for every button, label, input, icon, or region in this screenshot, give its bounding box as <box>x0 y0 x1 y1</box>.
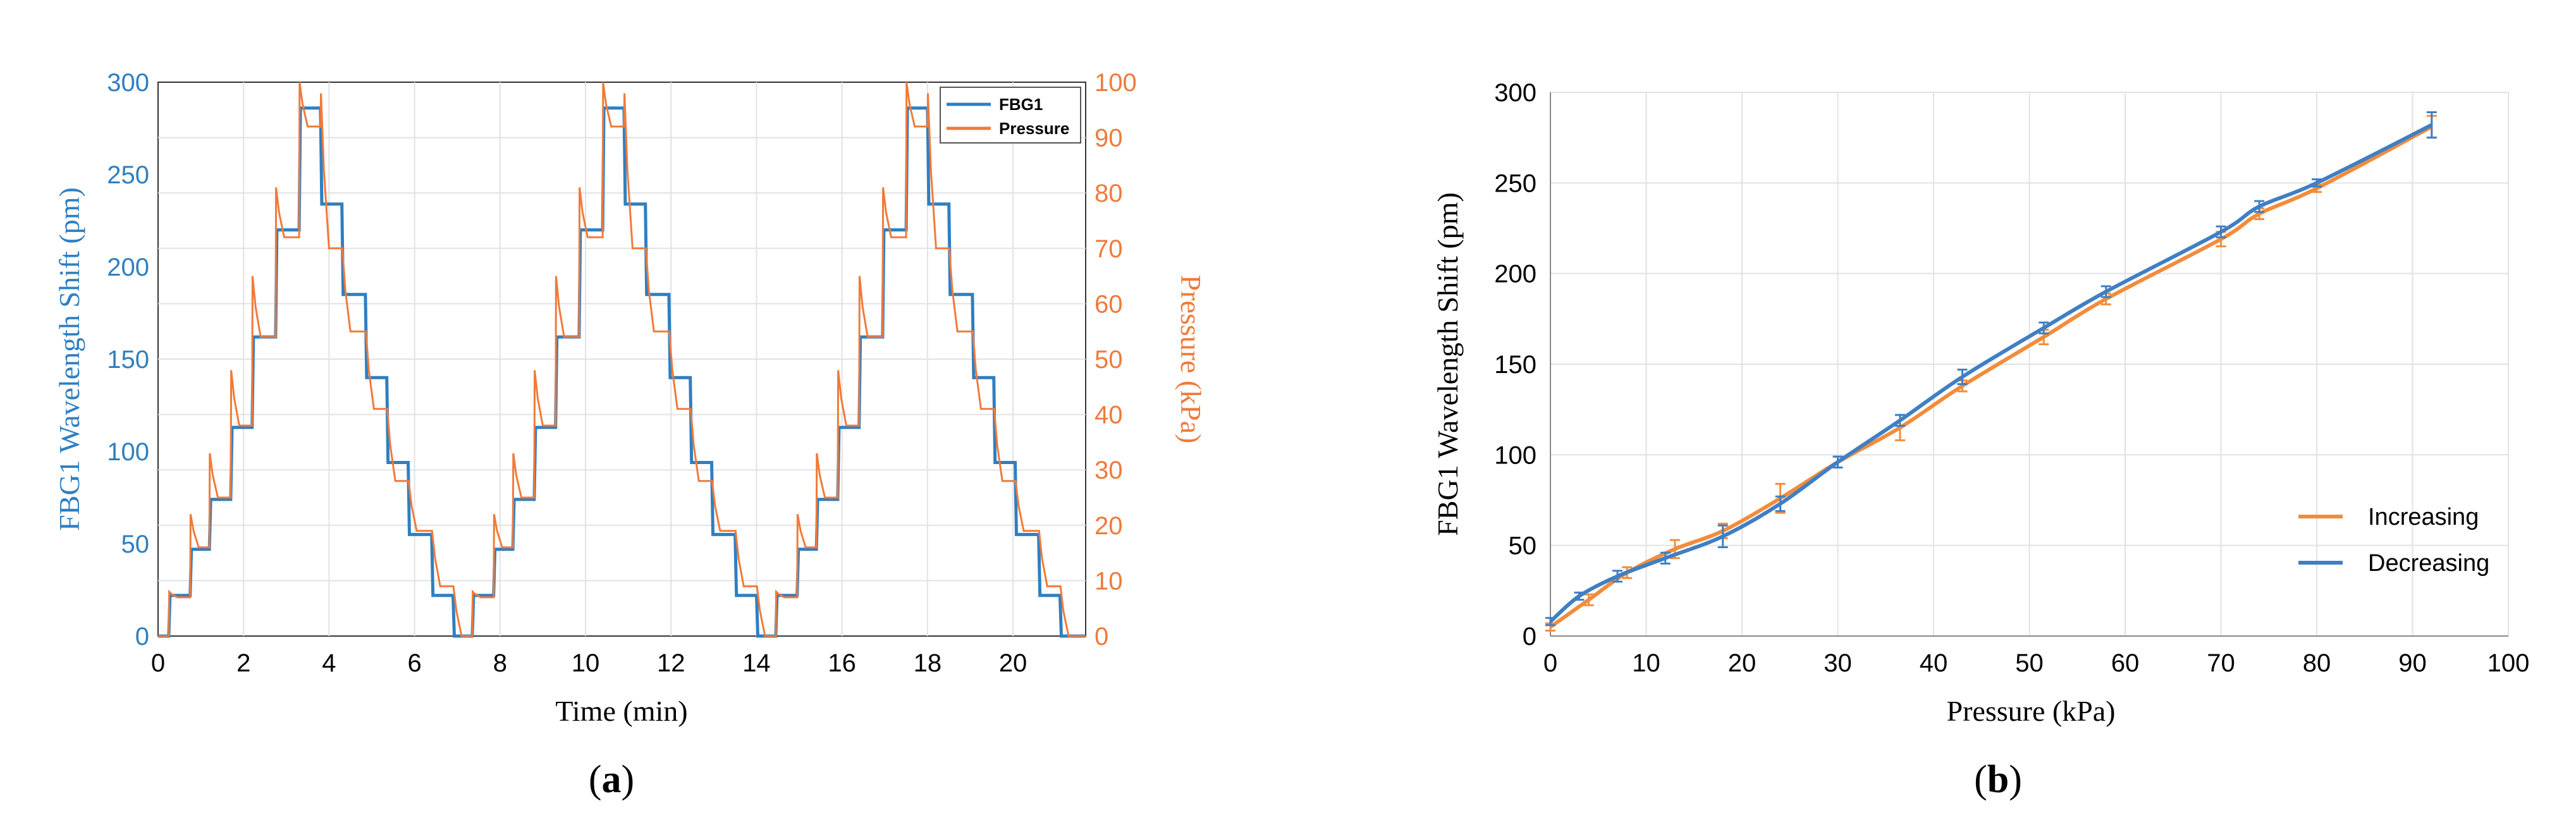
panel-a-y-ticks-right: 0 10 20 30 40 50 60 70 80 90 100 <box>1095 69 1137 651</box>
panel-b-x-tick-label: 60 <box>2111 649 2140 677</box>
panel-a-legend: FBG1 Pressure <box>940 87 1081 144</box>
panel-b-x-tick-label: 50 <box>2015 649 2044 677</box>
panel-a-x-tick-label: 2 <box>236 649 250 677</box>
panel-a-y-tick-label-right: 10 <box>1095 567 1123 595</box>
fbg1-line <box>158 106 1086 638</box>
panel-a-label: (a) <box>589 758 634 801</box>
panel-a-y-tick-label-left: 100 <box>107 438 149 466</box>
legend-label-decreasing: Decreasing <box>2368 550 2489 577</box>
legend-label-pressure: Pressure <box>999 119 1069 138</box>
panel-a-x-tick-label: 12 <box>657 649 685 677</box>
panel-b-x-tick-label: 100 <box>2487 649 2530 677</box>
panel-a-x-ticks: 0 2 4 6 8 10 12 14 16 18 20 <box>151 649 1027 677</box>
panel-a-y-tick-label-left: 50 <box>121 530 150 558</box>
panel-b-y-tick-label: 0 <box>1523 623 1536 651</box>
panel-a-x-tick-label: 6 <box>407 649 421 677</box>
panel-b-x-tick-label: 80 <box>2303 649 2331 677</box>
panel-a-y-tick-label-left: 300 <box>107 69 149 97</box>
panel-a-y-tick-label-right: 70 <box>1095 235 1123 263</box>
legend-label-increasing: Increasing <box>2368 504 2479 530</box>
panel-a-y-tick-label-right: 80 <box>1095 180 1123 207</box>
panel-b-y-tick-label: 200 <box>1494 260 1536 288</box>
panel-b-x-tick-label: 90 <box>2398 649 2427 677</box>
panel-a-legend-box <box>940 87 1081 144</box>
panel-a-y-ticks-left: 0 50 100 150 200 250 300 <box>107 69 149 651</box>
panel-a-x-tick-label: 20 <box>999 649 1027 677</box>
panel-a-x-tick-label: 8 <box>493 649 507 677</box>
panel-a-x-tick-label: 16 <box>828 649 856 677</box>
panel-a-chart: 0 2 4 6 8 10 12 14 16 18 20 0 50 100 150 200 250 300 0 10… <box>53 69 1207 801</box>
panel-b-series <box>1545 111 2437 632</box>
panel-a-y-tick-label-right: 30 <box>1095 456 1123 484</box>
panel-a-y-axis-title-left: FBG1 Wavelength Shift (pm) <box>53 187 85 531</box>
panel-b-x-tick-label: 30 <box>1824 649 1852 677</box>
legend-label-fbg1: FBG1 <box>999 95 1043 114</box>
panel-a-y-tick-label-left: 250 <box>107 161 149 189</box>
panel-a-fbg1-series <box>158 106 1086 638</box>
panel-a-y-tick-label-right: 50 <box>1095 346 1123 374</box>
panel-b-y-tick-label: 150 <box>1494 351 1536 379</box>
panel-a-x-axis-title: Time (min) <box>555 695 687 727</box>
panel-a-x-tick-label: 14 <box>742 649 771 677</box>
panel-a-pressure-series <box>158 82 1086 637</box>
decreasing-line <box>1549 123 2433 623</box>
panel-b-x-tick-label: 70 <box>2207 649 2235 677</box>
panel-a-y-tick-label-left: 200 <box>107 254 149 281</box>
panel-a-y-tick-label-left: 150 <box>107 346 149 374</box>
panel-a-x-tick-label: 10 <box>572 649 600 677</box>
panel-a-y-tick-label-left: 0 <box>135 623 149 651</box>
panel-b-legend: Increasing Decreasing <box>2298 504 2489 577</box>
panel-b-x-tick-label: 40 <box>1920 649 1948 677</box>
panel-a-y-tick-label-right: 20 <box>1095 512 1123 540</box>
panel-a-x-tick-label: 4 <box>322 649 336 677</box>
panel-b-y-tick-label: 250 <box>1494 169 1536 197</box>
panel-b-y-tick-label: 100 <box>1494 441 1536 469</box>
panel-b-y-tick-label: 300 <box>1494 79 1536 107</box>
panel-a-x-tick-label: 0 <box>151 649 165 677</box>
panel-b-x-ticks: 0 10 20 30 40 50 60 70 80 90 100 <box>1543 649 2530 677</box>
panel-a-y-tick-label-right: 90 <box>1095 125 1123 152</box>
panel-b-x-tick-label: 0 <box>1543 649 1557 677</box>
panel-b-x-tick-label: 20 <box>1728 649 1757 677</box>
panel-b-y-axis-title: FBG1 Wavelength Shift (pm) <box>1432 192 1464 536</box>
panel-a-y-tick-label-right: 0 <box>1095 623 1108 651</box>
panel-a-y-tick-label-right: 60 <box>1095 290 1123 318</box>
pressure-line <box>158 82 1086 637</box>
panel-a-y-tick-label-right: 100 <box>1095 69 1137 97</box>
panel-a-x-tick-label: 18 <box>914 649 942 677</box>
panel-a-y-tick-label-right: 40 <box>1095 401 1123 429</box>
panel-b-label: (b) <box>1974 758 2022 801</box>
panel-a-y-axis-title-right: Pressure (kPa) <box>1175 275 1207 444</box>
panel-b-chart: 0 10 20 30 40 50 60 70 80 90 100 0 50 100 150 200 250 30… <box>1432 79 2529 801</box>
panel-b-y-ticks: 0 50 100 150 200 250 300 <box>1494 79 1536 651</box>
panel-b-y-tick-label: 50 <box>1509 532 1537 560</box>
panel-b-x-axis-title: Pressure (kPa) <box>1947 695 2116 727</box>
panel-b-x-tick-label: 10 <box>1632 649 1660 677</box>
panel-b-grid <box>1550 92 2509 636</box>
